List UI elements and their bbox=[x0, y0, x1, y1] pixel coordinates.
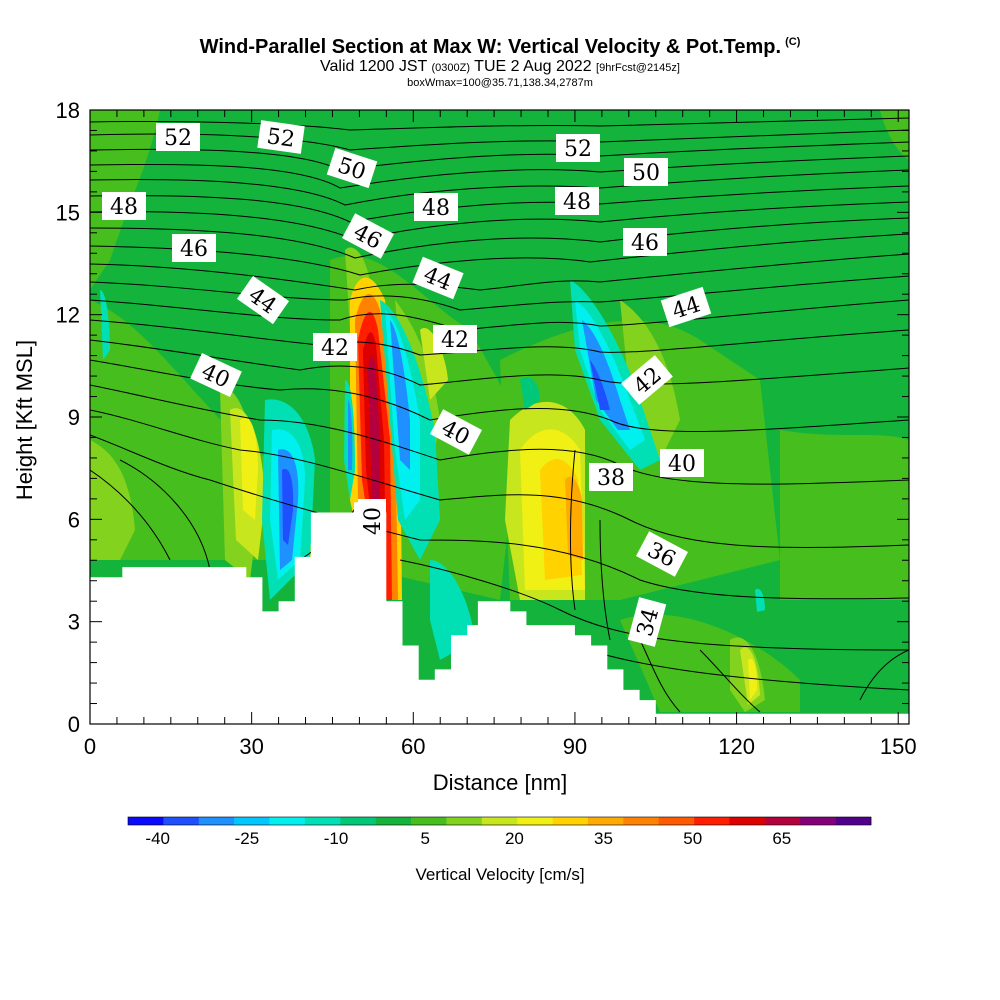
y-tick-label: 12 bbox=[56, 303, 80, 328]
colorbar-swatch bbox=[375, 817, 412, 825]
colorbar bbox=[127, 816, 872, 826]
svg-text:40: 40 bbox=[361, 507, 386, 535]
svg-text:52: 52 bbox=[164, 126, 192, 151]
x-tick-label: 60 bbox=[401, 734, 425, 759]
colorbar-swatch bbox=[694, 817, 730, 825]
y-axis: 0 3 6 9 12 15 18 bbox=[56, 98, 909, 737]
svg-text:50: 50 bbox=[632, 161, 660, 186]
y-tick-label: 0 bbox=[68, 712, 80, 737]
theta-contour-label: 40 bbox=[190, 353, 242, 397]
colorbar-tick-label: -25 bbox=[235, 829, 260, 848]
theta-contour-label: 52 bbox=[556, 134, 600, 162]
y-tick-label: 6 bbox=[68, 507, 80, 532]
theta-contour-label: 42 bbox=[313, 333, 357, 361]
colorbar-swatch bbox=[304, 817, 341, 825]
svg-text:48: 48 bbox=[563, 190, 591, 215]
colorbar-swatch bbox=[234, 817, 270, 825]
colorbar-tick-label: 35 bbox=[594, 829, 613, 848]
theta-contour-label: 48 bbox=[414, 193, 458, 221]
colorbar-swatch bbox=[658, 817, 695, 825]
theta-contour-label: 52 bbox=[156, 123, 200, 151]
theta-contour-label: 38 bbox=[589, 463, 633, 491]
colorbar-swatch bbox=[552, 817, 589, 825]
chart-box-info: boxWmax=100@35.71,138.34,2787m bbox=[407, 77, 593, 89]
colorbar-swatch bbox=[269, 817, 306, 825]
colorbar-swatch bbox=[446, 817, 483, 825]
colorbar-tick-label: 50 bbox=[683, 829, 702, 848]
title-block: Wind-Parallel Section at Max W: Vertical… bbox=[0, 36, 1000, 89]
colorbar-tick-label: 20 bbox=[505, 829, 524, 848]
colorbar-swatch bbox=[411, 817, 447, 825]
x-tick-label: 0 bbox=[84, 734, 96, 759]
colorbar-swatch bbox=[198, 817, 235, 825]
svg-text:52: 52 bbox=[265, 124, 296, 153]
colorbar-swatch bbox=[729, 817, 766, 825]
x-axis-label: Distance [nm] bbox=[433, 770, 568, 795]
colorbar-tick-label: 65 bbox=[772, 829, 791, 848]
x-axis: 0 30 60 90 120 150 bbox=[84, 110, 917, 759]
y-tick-label: 3 bbox=[68, 610, 80, 635]
svg-text:48: 48 bbox=[422, 196, 450, 221]
x-tick-label: 90 bbox=[563, 734, 587, 759]
colorbar-swatch bbox=[517, 817, 553, 825]
svg-text:38: 38 bbox=[597, 466, 625, 491]
svg-text:52: 52 bbox=[564, 137, 592, 162]
colorbar-label: Vertical Velocity [cm/s] bbox=[415, 865, 584, 884]
colorbar-swatch bbox=[163, 817, 200, 825]
theta-contour-label: 34 bbox=[627, 597, 667, 647]
theta-contour-label: 40 bbox=[660, 449, 704, 477]
colorbar-swatch bbox=[128, 817, 164, 825]
colorbar-tick-label: -40 bbox=[145, 829, 170, 848]
svg-text:48: 48 bbox=[110, 195, 138, 220]
svg-text:42: 42 bbox=[441, 328, 469, 353]
colorbar-swatch bbox=[340, 817, 376, 825]
theta-contour-label: 48 bbox=[555, 187, 599, 215]
y-tick-label: 9 bbox=[68, 405, 80, 430]
colorbar-ticks: -40 -25 -10 5 20 35 50 65 bbox=[145, 829, 791, 848]
y-axis-label: Height [Kft MSL] bbox=[12, 340, 37, 500]
terrain bbox=[90, 502, 909, 724]
velocity-field bbox=[90, 110, 909, 724]
svg-text:46: 46 bbox=[631, 231, 659, 256]
colorbar-swatch bbox=[764, 817, 801, 825]
colorbar-tick-label: 5 bbox=[420, 829, 429, 848]
x-tick-label: 150 bbox=[880, 734, 917, 759]
y-tick-label: 15 bbox=[56, 200, 80, 225]
theta-contour-label: 40 bbox=[358, 499, 386, 543]
theta-contour-label: 52 bbox=[257, 120, 305, 154]
x-tick-label: 120 bbox=[718, 734, 755, 759]
svg-text:46: 46 bbox=[180, 237, 208, 262]
chart-subtitle: Valid 1200 JST (0300Z) TUE 2 Aug 2022 [9… bbox=[320, 58, 680, 75]
colorbar-swatch bbox=[587, 817, 624, 825]
y-tick-label: 18 bbox=[56, 98, 80, 123]
theta-contour-label: 46 bbox=[623, 228, 667, 256]
theta-contour-label: 46 bbox=[172, 234, 216, 262]
colorbar-swatch bbox=[835, 817, 872, 825]
svg-text:42: 42 bbox=[321, 336, 349, 361]
colorbar-swatch bbox=[800, 817, 836, 825]
svg-text:40: 40 bbox=[668, 452, 696, 477]
theta-contour-label: 48 bbox=[102, 192, 146, 220]
theta-contour-label: 50 bbox=[624, 158, 668, 186]
theta-contour-label: 42 bbox=[433, 325, 477, 353]
x-tick-label: 30 bbox=[239, 734, 263, 759]
colorbar-swatch bbox=[481, 817, 518, 825]
colorbar-swatch bbox=[623, 817, 660, 825]
colorbar-tick-label: -10 bbox=[324, 829, 349, 848]
chart-title: Wind-Parallel Section at Max W: Vertical… bbox=[199, 36, 801, 58]
